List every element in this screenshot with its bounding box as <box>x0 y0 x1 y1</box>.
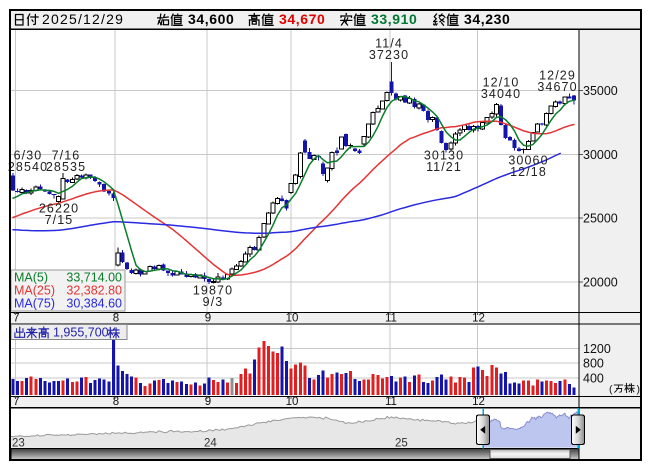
svg-text:11/4: 11/4 <box>375 37 403 51</box>
svg-text:9: 9 <box>205 396 211 408</box>
svg-text:19870: 19870 <box>193 284 233 298</box>
svg-text:20000: 20000 <box>583 276 618 290</box>
svg-text:30060: 30060 <box>508 154 548 168</box>
svg-text:12/29: 12/29 <box>539 69 576 83</box>
svg-text:8: 8 <box>113 396 119 408</box>
svg-text:12/10: 12/10 <box>483 76 520 90</box>
svg-text:2025/12/29: 2025/12/29 <box>42 11 124 27</box>
svg-text:26220: 26220 <box>39 202 79 216</box>
svg-text:): ) <box>637 384 641 396</box>
svg-text:33,910: 33,910 <box>371 11 417 27</box>
svg-text:7: 7 <box>13 396 19 408</box>
svg-text:35000: 35000 <box>583 84 618 98</box>
svg-text:25: 25 <box>395 438 408 450</box>
svg-text:23: 23 <box>12 438 25 450</box>
svg-text:30000: 30000 <box>583 148 618 162</box>
svg-text:9/3: 9/3 <box>203 295 224 309</box>
svg-text:34040: 34040 <box>481 87 521 101</box>
svg-text:1200: 1200 <box>583 342 611 356</box>
svg-text:MA(75): MA(75) <box>14 297 55 311</box>
svg-text:34670: 34670 <box>537 80 577 94</box>
svg-text:25000: 25000 <box>583 212 618 226</box>
svg-text:10: 10 <box>286 313 299 325</box>
svg-text:33,714.00: 33,714.00 <box>66 271 122 285</box>
svg-text:11: 11 <box>385 396 397 408</box>
svg-text:7/15: 7/15 <box>45 213 74 227</box>
svg-text:10: 10 <box>286 396 299 408</box>
svg-text:12: 12 <box>472 313 485 325</box>
svg-text:32,382.80: 32,382.80 <box>66 284 122 298</box>
svg-text:(: ( <box>609 384 613 396</box>
svg-text:8: 8 <box>113 313 119 325</box>
svg-text:9: 9 <box>205 313 211 325</box>
svg-text:12/18: 12/18 <box>510 165 547 179</box>
svg-text:6/30: 6/30 <box>14 149 43 163</box>
svg-text:7/16: 7/16 <box>52 149 81 163</box>
svg-text:800: 800 <box>583 357 604 371</box>
svg-text:7: 7 <box>13 313 19 325</box>
svg-text:30130: 30130 <box>424 149 464 163</box>
svg-text:30,384.60: 30,384.60 <box>66 297 122 311</box>
svg-text:34,600: 34,600 <box>188 11 234 27</box>
svg-text:MA(25): MA(25) <box>14 284 55 298</box>
svg-text:28535: 28535 <box>46 160 86 174</box>
svg-text:MA(5): MA(5) <box>14 271 48 285</box>
svg-text:28540: 28540 <box>8 160 48 174</box>
svg-text:12: 12 <box>472 396 485 408</box>
svg-text:37230: 37230 <box>369 48 409 62</box>
svg-text:24: 24 <box>204 438 217 450</box>
svg-text:34,230: 34,230 <box>464 11 510 27</box>
svg-text:11: 11 <box>385 313 397 325</box>
svg-text:34,670: 34,670 <box>279 11 325 27</box>
svg-text:1,955,700: 1,955,700 <box>53 326 109 340</box>
svg-text:11/21: 11/21 <box>426 160 462 174</box>
svg-text:400: 400 <box>583 371 604 385</box>
